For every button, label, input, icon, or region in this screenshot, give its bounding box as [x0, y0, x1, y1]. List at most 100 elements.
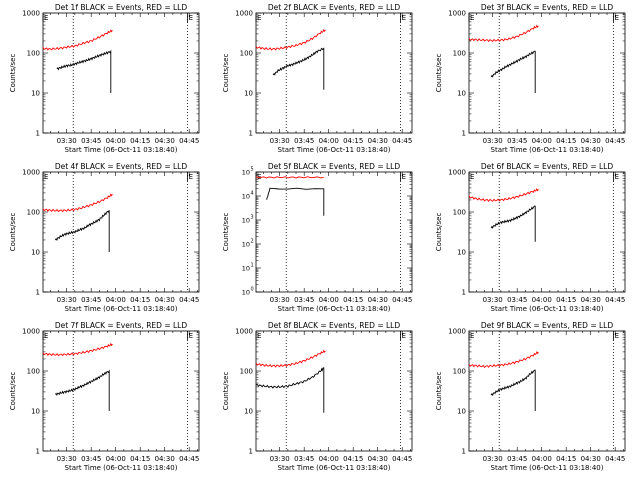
x-tick-label: 04:30 — [581, 137, 601, 145]
x-tick-label: 03:45 — [507, 137, 527, 145]
y-tick-label: 10 — [242, 265, 250, 273]
y-tick-label: 1000 — [235, 10, 253, 18]
x-tick-label: 03:45 — [81, 137, 101, 145]
x-axis-label: Start Time (06-Oct-11 03:18:40) — [491, 146, 604, 154]
x-tick-label: 04:45 — [605, 296, 625, 304]
y-tick-label: 100 — [27, 50, 40, 58]
y-tick-label: 1 — [462, 289, 466, 297]
x-tick-label: 04:30 — [368, 137, 388, 145]
x-tick-label: 04:00 — [106, 455, 126, 463]
y-tick-label: 10 — [242, 217, 250, 225]
y-tick-label: 10 — [31, 90, 40, 98]
y-tick-exponent: 1 — [251, 263, 254, 269]
x-tick-label: 03:45 — [294, 455, 314, 463]
corner-mark-label: E — [615, 14, 619, 22]
y-tick-label: 10 — [457, 90, 466, 98]
axes-frame — [468, 330, 626, 452]
y-axis-label: Counts/sec — [9, 213, 17, 252]
x-tick-label: 04:00 — [532, 455, 552, 463]
x-tick-label: 04:00 — [319, 455, 339, 463]
y-tick-label: 100 — [27, 368, 40, 376]
y-tick-label: 10 — [244, 408, 253, 416]
y-tick-exponent: 4 — [251, 191, 254, 197]
series-line-lld — [255, 28, 326, 51]
x-tick-label: 03:30 — [57, 137, 77, 145]
x-tick-label: 04:30 — [155, 137, 175, 145]
y-axis-label: Counts/sec — [222, 213, 230, 252]
corner-mark-label: E — [402, 332, 406, 340]
panel-title: Det 6f BLACK = Events, RED = LLD — [481, 162, 614, 171]
x-tick-label: 03:45 — [81, 296, 101, 304]
x-tick-label: 03:30 — [483, 296, 503, 304]
y-axis-label: Counts/sec — [435, 372, 443, 411]
x-tick-label: 04:30 — [581, 296, 601, 304]
series-line-lld — [468, 350, 539, 369]
y-tick-exponent: 0 — [251, 287, 254, 293]
panel-title: Det 7f BLACK = Events, RED = LLD — [55, 321, 188, 330]
corner-mark-label: E — [615, 332, 619, 340]
panel-title: Det 2f BLACK = Events, RED = LLD — [268, 3, 401, 12]
y-tick-label: 10 — [242, 193, 250, 201]
y-tick-exponent: 3 — [251, 215, 254, 221]
corner-mark-label: E — [470, 332, 474, 340]
x-tick-label: 04:15 — [343, 296, 363, 304]
y-tick-label: 10 — [242, 169, 250, 177]
series-line-events — [490, 205, 536, 242]
y-tick-label: 100 — [240, 50, 253, 58]
x-tick-label: 04:45 — [392, 137, 412, 145]
series-line-events — [255, 367, 325, 413]
x-tick-label: 03:45 — [294, 137, 314, 145]
corner-mark-label: E — [257, 14, 261, 22]
y-tick-label: 10 — [31, 408, 40, 416]
x-tick-label: 04:15 — [130, 137, 150, 145]
x-tick-label: 04:30 — [581, 455, 601, 463]
x-tick-label: 04:45 — [392, 296, 412, 304]
axes-frame — [42, 12, 200, 134]
axes-frame — [255, 330, 413, 452]
corner-mark-label: E — [44, 173, 48, 181]
y-tick-label: 10 — [242, 241, 250, 249]
x-axis-label: Start Time (06-Oct-11 03:18:40) — [65, 305, 178, 313]
y-tick-label: 100 — [453, 368, 466, 376]
panel-title: Det 1f BLACK = Events, RED = LLD — [55, 3, 188, 12]
x-tick-label: 04:15 — [556, 296, 576, 304]
y-tick-label: 10 — [31, 249, 40, 257]
corner-mark-label: E — [189, 14, 193, 22]
y-tick-label: 100 — [27, 209, 40, 217]
x-tick-label: 04:15 — [343, 455, 363, 463]
y-tick-label: 10 — [457, 408, 466, 416]
corner-mark-label: E — [470, 173, 474, 181]
x-tick-label: 04:00 — [319, 137, 339, 145]
y-tick-label: 1 — [462, 130, 466, 138]
x-axis-label: Start Time (06-Oct-11 03:18:40) — [491, 305, 604, 313]
x-tick-label: 03:30 — [483, 137, 503, 145]
x-tick-label: 04:45 — [392, 455, 412, 463]
y-tick-label: 1000 — [448, 169, 466, 177]
series-line-events — [490, 369, 536, 411]
x-tick-label: 04:45 — [179, 455, 199, 463]
y-tick-label: 100 — [453, 209, 466, 217]
x-axis-label: Start Time (06-Oct-11 03:18:40) — [278, 305, 391, 313]
x-tick-label: 03:45 — [81, 455, 101, 463]
x-tick-label: 03:30 — [270, 455, 290, 463]
y-tick-exponent: 2 — [251, 239, 254, 245]
x-tick-label: 04:30 — [368, 455, 388, 463]
axes-frame — [42, 171, 200, 293]
x-tick-label: 03:30 — [483, 455, 503, 463]
corner-mark-label: E — [615, 173, 619, 181]
axes-frame — [255, 171, 413, 293]
panel-title: Det 3f BLACK = Events, RED = LLD — [481, 3, 614, 12]
x-tick-label: 04:30 — [368, 296, 388, 304]
panel-title: Det 9f BLACK = Events, RED = LLD — [481, 321, 614, 330]
x-tick-label: 03:30 — [270, 296, 290, 304]
axes-frame — [42, 330, 200, 452]
axes-frame — [468, 12, 626, 134]
x-tick-label: 04:30 — [155, 455, 175, 463]
